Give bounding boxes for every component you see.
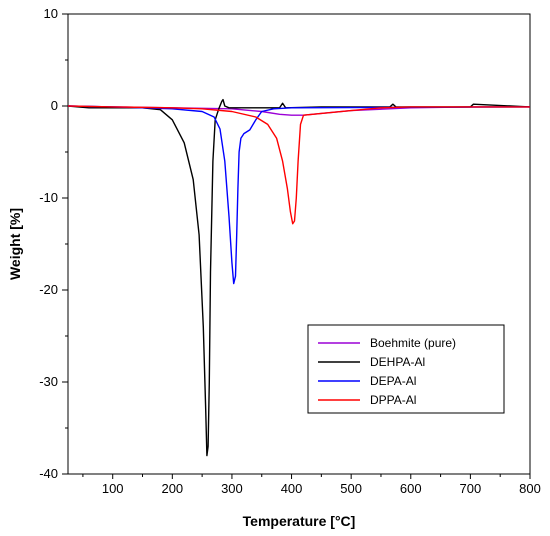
legend-box — [307, 324, 505, 414]
x-axis-title: Temperature [°C] — [243, 513, 356, 529]
y-tick-label: -20 — [39, 282, 58, 297]
x-tick-label: 800 — [519, 481, 541, 496]
y-tick-label: 10 — [44, 6, 58, 21]
x-tick-label: 600 — [400, 481, 422, 496]
x-tick-label: 700 — [460, 481, 482, 496]
legend: Boehmite (pure) DEHPA-Al DEPA-Al DPPA-Al — [307, 324, 505, 414]
legend-label: Boehmite (pure) — [370, 336, 456, 350]
y-tick-label: -10 — [39, 190, 58, 205]
x-tick-label: 400 — [281, 481, 303, 496]
legend-label: DPPA-Al — [370, 393, 416, 407]
x-tick-label: 300 — [221, 481, 243, 496]
y-axis-title: Weight [%] — [7, 208, 23, 280]
x-tick-label: 200 — [161, 481, 183, 496]
series-layer — [67, 98, 531, 457]
y-axis: 10 0 -10 -20 -30 -40 — [39, 6, 68, 481]
series-line-dppa-al — [67, 105, 530, 225]
y-tick-label: 0 — [51, 98, 58, 113]
x-axis: 100 200 300 400 500 600 700 800 — [82, 474, 541, 496]
plot-area — [67, 13, 531, 475]
y-tick-label: -30 — [39, 374, 58, 389]
legend-label: DEPA-Al — [370, 374, 416, 388]
legend-label: DEHPA-Al — [370, 355, 425, 369]
x-tick-label: 100 — [102, 481, 124, 496]
series-line-depa-al — [67, 105, 531, 285]
y-tick-label: -40 — [39, 466, 58, 481]
x-tick-label: 500 — [340, 481, 362, 496]
